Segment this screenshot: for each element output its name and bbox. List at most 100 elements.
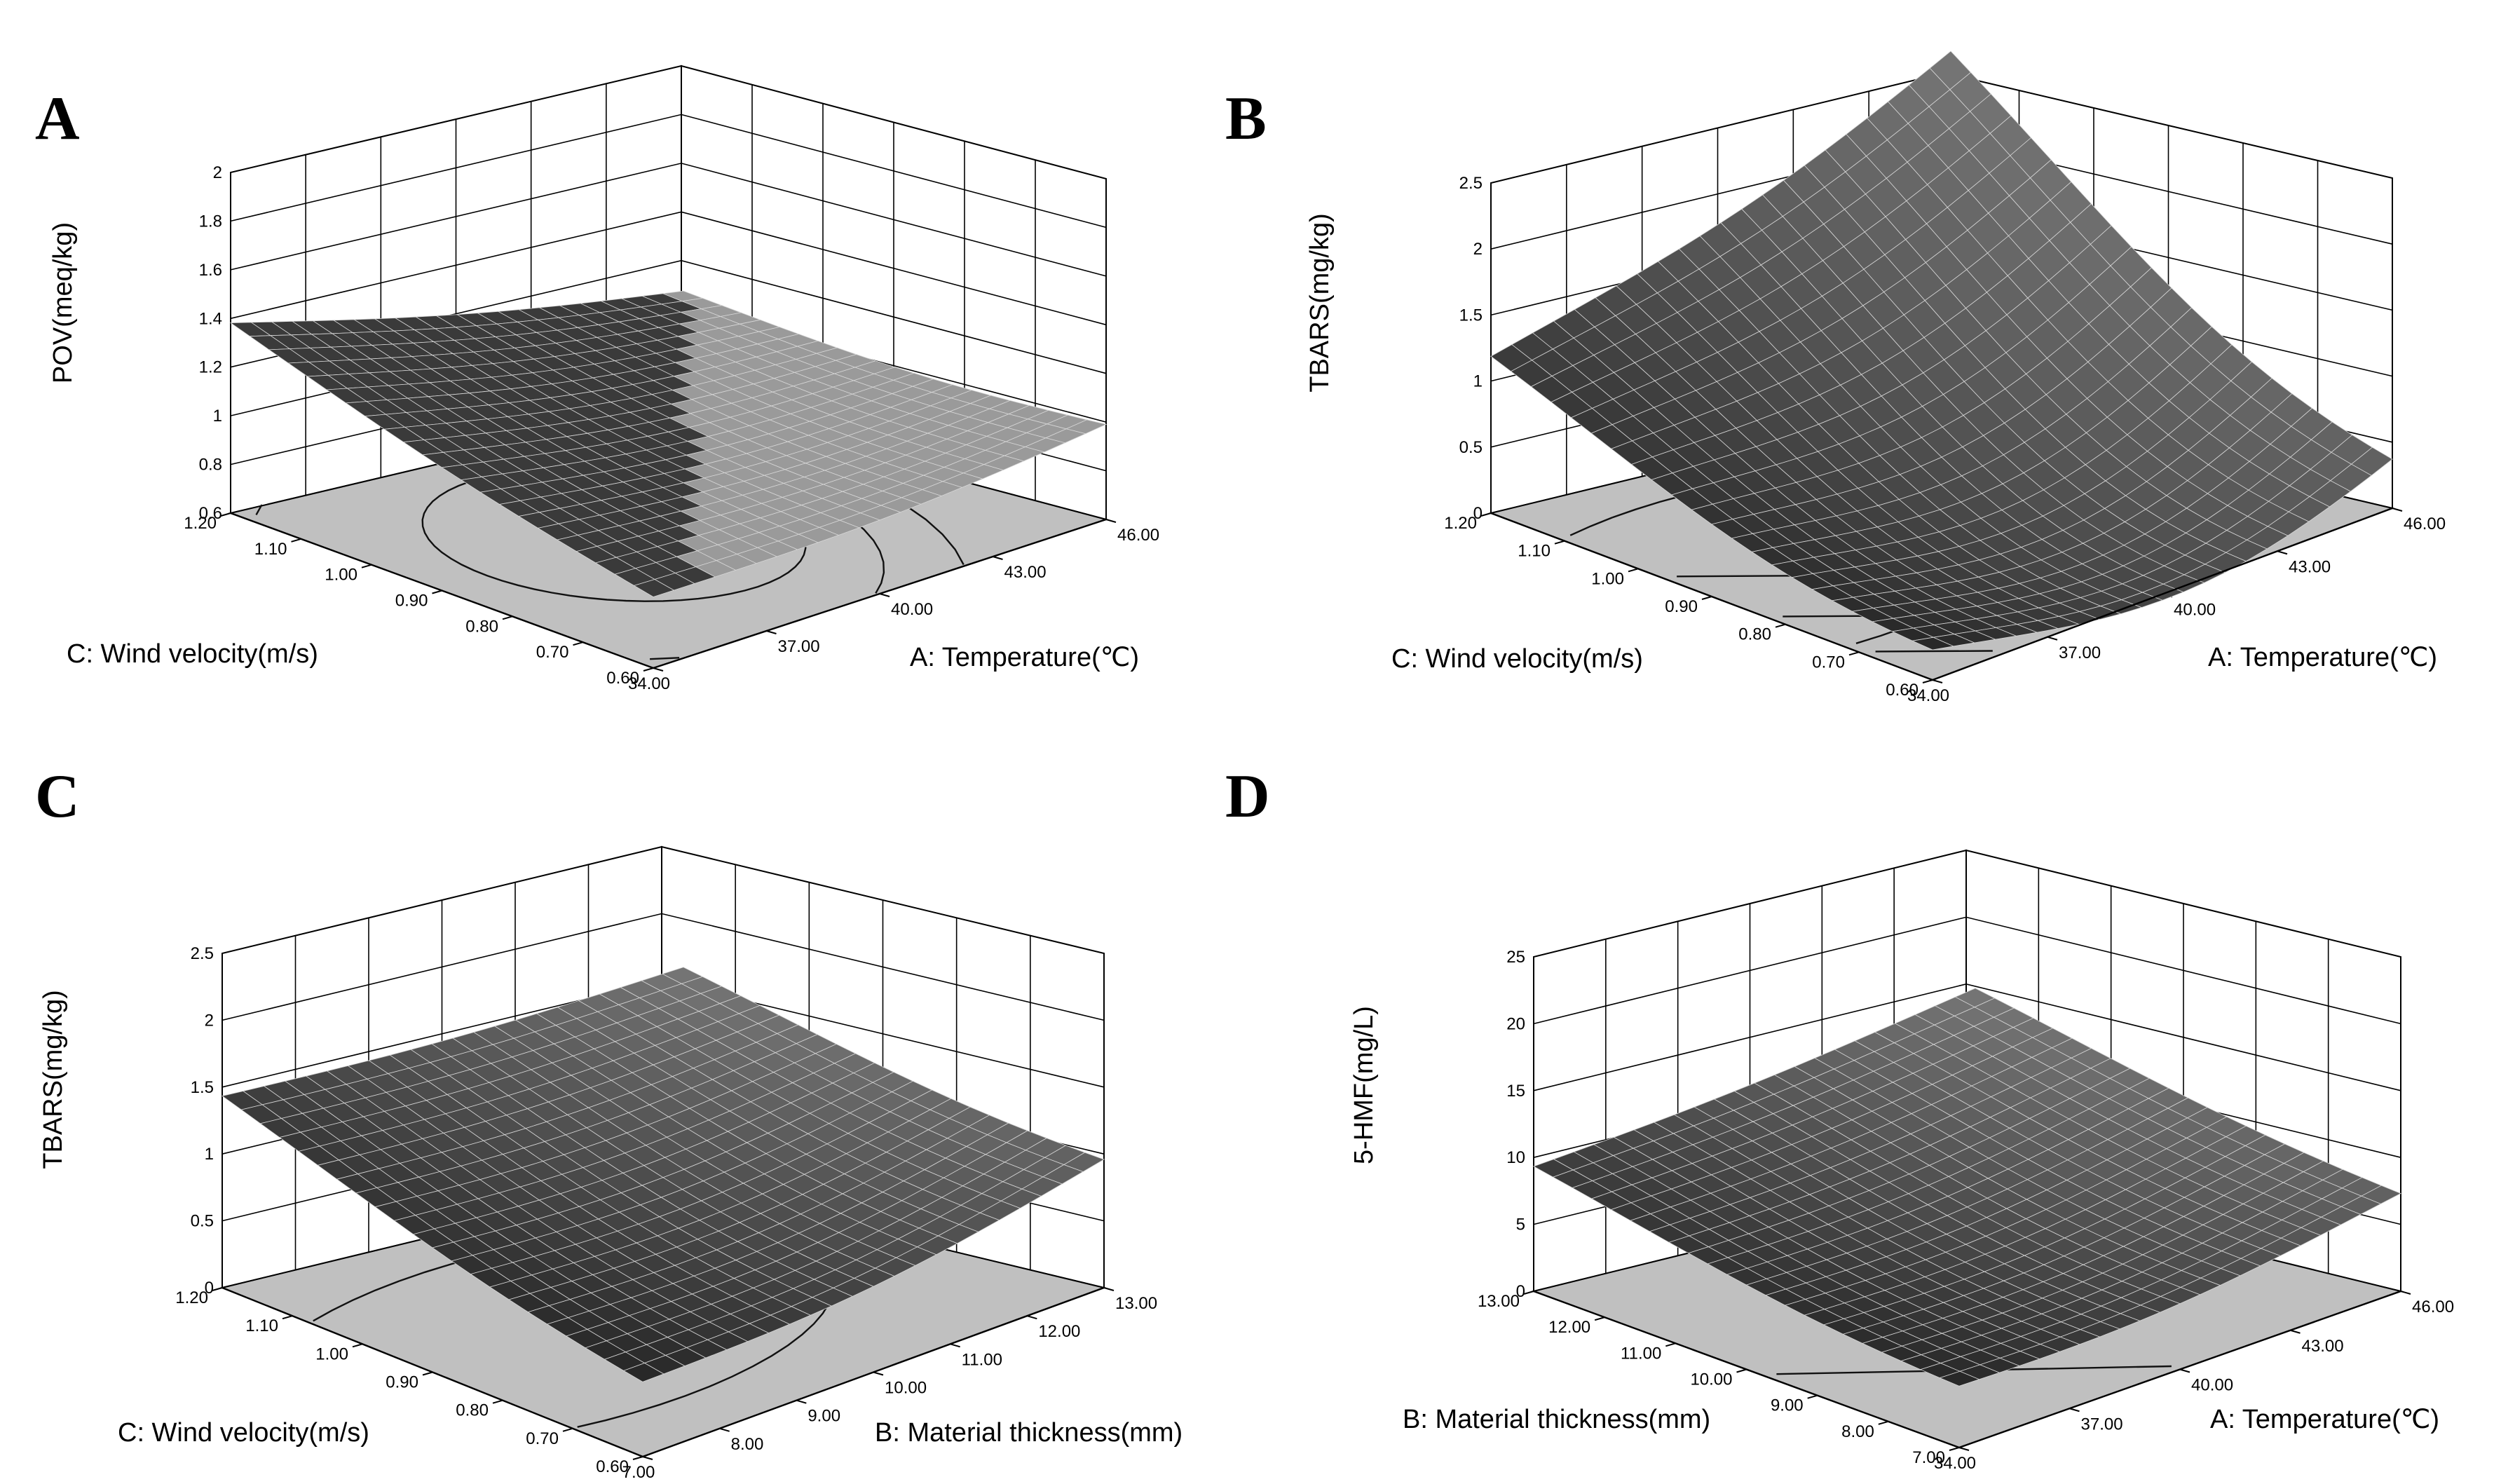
panel-c-left-axis-title: C: Wind velocity(m/s): [118, 1418, 369, 1448]
panel-b-right-axis-tick: 46.00: [2404, 515, 2446, 533]
panel-a-right-axis-tick: 34.00: [628, 674, 670, 693]
panel-a-left-axis-tick: 0.60: [606, 669, 639, 688]
panel-d-left-axis-tick: 10.00: [1690, 1370, 1732, 1389]
panel-c-right-axis-tick: 10.00: [885, 1379, 927, 1398]
panel-c-surface-cell: [622, 1363, 665, 1382]
panel-b-left-axis-tick: 1.00: [1591, 569, 1624, 588]
panel-c-base-front-edges: [222, 1286, 1105, 1458]
panel-a-z-tick: 0.6: [199, 504, 222, 523]
panel-a-left-axis-tick: 0.90: [395, 592, 428, 611]
panel-c-left-axis-tick-mark: [352, 1343, 363, 1348]
panel-d-left-axis-title: B: Material thickness(mm): [1403, 1405, 1710, 1434]
panel-b-response-surface: [1490, 50, 2393, 651]
panel-b-left-axis-tick: 1.10: [1518, 542, 1551, 561]
panel-c-left-axis-tick: 1.10: [245, 1316, 278, 1335]
panel-a-response-surface: [229, 290, 1108, 597]
panel-c: 0 0.5 1 1.5 2 2.5 0.60 0.70 0.80 0.90 1.00 1.10 1.20…: [35, 763, 1183, 1482]
panel-d-left-axis-tick-mark: [1807, 1394, 1818, 1399]
panel-d-left-axis-tick: 7.00: [1912, 1448, 1945, 1467]
panel-d-left-axis-tick-mark: [1594, 1316, 1605, 1321]
panel-c-left-axis-tick-mark: [282, 1315, 293, 1320]
panel-a-left-axis-tick-mark: [432, 590, 442, 594]
panel-b-right-axis-tick: 43.00: [2289, 557, 2331, 576]
panel-b-left-axis-tick-mark: [1628, 568, 1639, 573]
panel-c-right-axis-tick-mark: [873, 1371, 884, 1376]
panel-b-right-axis-tick-mark: [2047, 636, 2058, 641]
panel-d-z-tick: 10: [1506, 1148, 1525, 1167]
panel-c-right-axis-title: B: Material thickness(mm): [875, 1418, 1183, 1448]
panel-b-z-tick: 1.5: [1459, 306, 1483, 325]
panel-c-z-tick: 1: [205, 1145, 214, 1164]
panel-a-z-axis-title: POV(meq/kg): [48, 222, 78, 383]
panel-d-z-axis-title: 5-HMF(mg/L): [1349, 1006, 1379, 1164]
panel-a-left-axis-tick-mark: [502, 615, 513, 620]
panel-a-contour-line: [255, 504, 263, 515]
panel-d-z-gridline: [1533, 916, 2401, 1025]
panel-d-right-axis-tick-mark: [2290, 1329, 2301, 1334]
panel-b-z-tick: 2: [1473, 240, 1483, 259]
panel-a-left-axis-tick: 0.80: [465, 617, 498, 636]
panel-b-left-axis-title: C: Wind velocity(m/s): [1391, 644, 1643, 674]
panel-b-contour-line: [1569, 517, 1613, 536]
panel-b-right-axis-title: A: Temperature(℃): [2208, 643, 2437, 672]
panel-d-z-gridline: [1533, 850, 2401, 958]
panel-a-left-axis-tick: 1.20: [184, 514, 217, 533]
panel-d-z-tick: 20: [1506, 1014, 1525, 1033]
panel-b-z-tick: 1: [1473, 372, 1483, 391]
panel-a-z-tick: 1: [213, 407, 222, 426]
panel-a-z-gridline: [230, 163, 1107, 277]
panel-a-left-axis-tick-mark: [643, 667, 654, 672]
panel-d: 0 5 10 15 20 25 7.00 8.00 9.00 10.00 11.00 12.00 13.…: [1225, 763, 2454, 1473]
panel-c-right-axis-tick: 7.00: [622, 1463, 655, 1482]
panel-b-right-axis-tick: 37.00: [2059, 644, 2101, 662]
panel-b-left-axis-tick-mark: [1554, 540, 1565, 545]
panel-a: 0.6 0.8 1 1.2 1.4 1.6 1.8 2 0.60 0.70 0.80 0.90 1.00…: [35, 64, 1159, 693]
panel-a-z-gridline: [230, 65, 1107, 179]
panel-c-left-axis-tick: 0.70: [526, 1429, 559, 1448]
panel-c-right-axis-tick-mark: [796, 1399, 807, 1404]
panel-b-left-axis-tick: 0.80: [1738, 625, 1771, 644]
panel-c-left-axis-tick-mark: [632, 1456, 643, 1460]
panel-d-left-axis-tick-mark: [1949, 1447, 1960, 1451]
panel-d-right-axis-tick-mark: [2069, 1408, 2080, 1412]
panel-b: 0 0.5 1 1.5 2 2.5 0.60 0.70 0.80 0.90 1.00 1.10 1.20…: [1225, 50, 2446, 705]
panel-b-z-tick: 2.5: [1459, 174, 1483, 193]
panel-d-left-axis-tick: 11.00: [1621, 1344, 1661, 1363]
panel-a-left-axis-tick-mark: [220, 512, 231, 517]
panel-d-surface-cell: [1939, 1370, 1980, 1387]
panel-c-right-axis-tick: 8.00: [731, 1435, 764, 1454]
panel-c-right-axis-tick-mark: [1103, 1287, 1115, 1291]
panel-b-left-axis-tick-mark: [1775, 623, 1786, 628]
panel-c-letter: C: [35, 763, 80, 831]
panel-d-right-axis-tick-mark: [1958, 1447, 1970, 1451]
panel-d-right-axis-tick: 40.00: [2191, 1376, 2233, 1395]
panel-c-z-gridline: [222, 846, 1105, 954]
panel-a-z-gridline: [230, 114, 1107, 229]
panel-d-right-axis-title: A: Temperature(℃): [2210, 1405, 2439, 1434]
panel-c-z-tick: 2.5: [191, 944, 214, 963]
panel-d-z-tick: 15: [1506, 1082, 1525, 1101]
panel-d-right-axis-tick-mark: [2400, 1291, 2411, 1295]
panel-c-left-axis-tick-mark: [492, 1399, 503, 1404]
panel-a-z-gridline: [230, 211, 1107, 326]
panel-c-left-axis-tick-mark: [422, 1371, 433, 1376]
panel-a-right-axis-tick-mark: [1105, 519, 1117, 523]
panel-c-left-axis-tick: 0.80: [456, 1401, 489, 1420]
panel-c-left-axis-tick: 1.00: [315, 1345, 348, 1363]
panel-d-z-tick: 0: [1516, 1282, 1525, 1301]
panel-c-z-tick: 0.5: [191, 1212, 214, 1231]
panel-d-left-axis-tick-mark: [1736, 1368, 1747, 1373]
panel-c-left-axis-tick: 0.60: [596, 1457, 629, 1476]
panel-a-right-axis-tick: 37.00: [778, 637, 820, 656]
panel-a-left-axis-tick: 0.70: [536, 643, 569, 662]
panel-a-right-axis-title: A: Temperature(℃): [910, 643, 1139, 672]
panel-c-left-axis-tick: 1.20: [175, 1288, 208, 1307]
panel-a-right-axis-tick: 43.00: [1004, 563, 1047, 582]
panel-a-left-axis-tick: 1.10: [254, 540, 287, 559]
panel-a-z-tick: 1.4: [199, 309, 222, 328]
panel-d-left-axis-tick: 12.00: [1548, 1318, 1590, 1337]
panel-d-right-axis-tick: 46.00: [2412, 1298, 2454, 1316]
panel-a-right-axis-tick-mark: [653, 667, 664, 672]
panel-a-right-axis-tick-mark: [879, 593, 890, 597]
panel-d-response-surface: [1533, 988, 2401, 1387]
